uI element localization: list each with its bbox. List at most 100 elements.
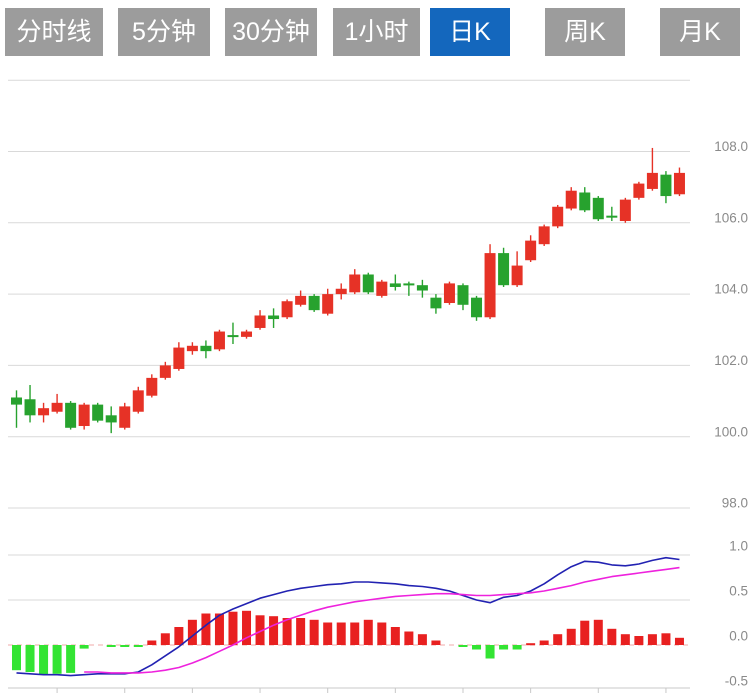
macd-histogram-bar	[363, 619, 373, 645]
candle-body	[132, 390, 144, 412]
candle-body	[105, 415, 117, 423]
macd-histogram-bar	[269, 616, 279, 645]
candle-body	[200, 345, 212, 352]
candle-body	[592, 197, 604, 220]
macd-histogram-bar	[377, 622, 387, 645]
macd-histogram-bar	[485, 645, 495, 659]
candle-body	[430, 297, 442, 309]
tab-daily-k[interactable]: 日K	[430, 8, 510, 56]
candle-body	[511, 265, 523, 286]
candle-body	[484, 253, 496, 318]
tab-1hour[interactable]: 1小时	[333, 8, 420, 56]
macd-histogram-bar	[39, 645, 49, 675]
macd-histogram-bar	[214, 613, 224, 645]
candle-body	[349, 274, 361, 293]
macd-histogram-bar	[431, 640, 441, 645]
dif-line	[16, 556, 680, 677]
candle-body	[51, 402, 63, 412]
candle-body	[606, 215, 618, 218]
dea-line	[84, 566, 680, 674]
tab-weekly-k[interactable]: 周K	[545, 8, 625, 56]
candle-body	[24, 399, 36, 416]
candle-body	[335, 288, 347, 295]
macd-histogram-bar	[593, 619, 603, 645]
macd-axis-label: -0.5	[725, 674, 748, 689]
macd-histogram-bar	[674, 637, 684, 645]
candle-body	[376, 281, 388, 296]
macd-histogram-bar	[499, 645, 509, 650]
macd-axis-label: 0.0	[729, 629, 748, 644]
candle-body	[322, 294, 334, 314]
candle-body	[579, 192, 591, 211]
macd-histogram-bar	[106, 645, 116, 647]
candle-body	[471, 297, 483, 318]
macd-histogram-bar	[404, 631, 414, 645]
macd-histogram-bar	[553, 634, 563, 645]
price-axis-label: 100.0	[714, 424, 748, 439]
candle-body	[227, 335, 239, 338]
candle-body	[186, 345, 198, 352]
candle-body	[173, 347, 185, 369]
candle-body	[295, 295, 307, 305]
macd-histogram-bar	[133, 645, 143, 647]
candle-body	[403, 283, 415, 286]
candle-body	[498, 253, 510, 286]
candle-body	[38, 408, 50, 416]
candle-body	[552, 206, 564, 227]
candle-body	[254, 315, 266, 328]
macd-histogram-bar	[607, 628, 617, 645]
price-axis-label: 104.0	[714, 282, 748, 297]
macd-histogram-bar	[201, 613, 211, 645]
tab-30min[interactable]: 30分钟	[225, 8, 317, 56]
macd-histogram-bar	[66, 645, 76, 673]
candle-body	[443, 283, 455, 304]
candle-body	[92, 404, 104, 421]
candle-body	[146, 377, 158, 396]
macd-axis-label: 0.5	[729, 584, 748, 599]
macd-axis-label: 1.0	[729, 539, 748, 554]
price-axis-label: 98.0	[722, 496, 748, 511]
candle-body	[11, 397, 22, 405]
macd-histogram-bar	[160, 633, 170, 645]
macd-histogram-bar	[120, 645, 130, 647]
price-axis-label: 108.0	[714, 139, 748, 154]
macd-histogram-bar	[661, 633, 671, 645]
candle-body	[268, 315, 280, 320]
candle-body	[416, 285, 428, 291]
macd-histogram-bar	[323, 622, 333, 645]
macd-histogram-bar	[296, 618, 306, 645]
candle-body	[565, 190, 577, 209]
macd-histogram-bar	[620, 634, 630, 645]
candle-body	[308, 295, 320, 311]
price-axis-label: 106.0	[714, 210, 748, 225]
candle-body	[525, 240, 537, 261]
candle-body	[213, 331, 225, 350]
macd-histogram-bar	[512, 645, 522, 650]
macd-histogram-bar	[580, 620, 590, 645]
candle-body	[673, 172, 685, 195]
macd-histogram-bar	[526, 643, 536, 646]
candle-body	[660, 174, 672, 197]
macd-histogram-bar	[309, 619, 319, 645]
macd-histogram-bar	[539, 640, 549, 645]
candle-body	[159, 365, 171, 378]
candle-body	[362, 274, 374, 293]
macd-histogram-bar	[458, 645, 468, 647]
candle-body	[619, 199, 631, 222]
macd-histogram-bar	[228, 611, 238, 645]
candle-body	[389, 283, 401, 287]
tab-timeline[interactable]: 分时线	[5, 8, 103, 56]
candle-body	[538, 226, 550, 245]
candle-body	[65, 402, 77, 428]
macd-histogram-bar	[25, 645, 35, 672]
candle-body	[457, 285, 469, 305]
macd-histogram-bar	[255, 615, 265, 645]
macd-histogram-bar	[12, 645, 21, 671]
macd-histogram-bar	[174, 627, 184, 645]
tab-5min[interactable]: 5分钟	[118, 8, 210, 56]
macd-histogram-bar	[79, 645, 89, 649]
tab-monthly-k[interactable]: 月K	[660, 8, 740, 56]
macd-histogram-bar	[390, 627, 400, 645]
candle-body	[241, 331, 253, 337]
